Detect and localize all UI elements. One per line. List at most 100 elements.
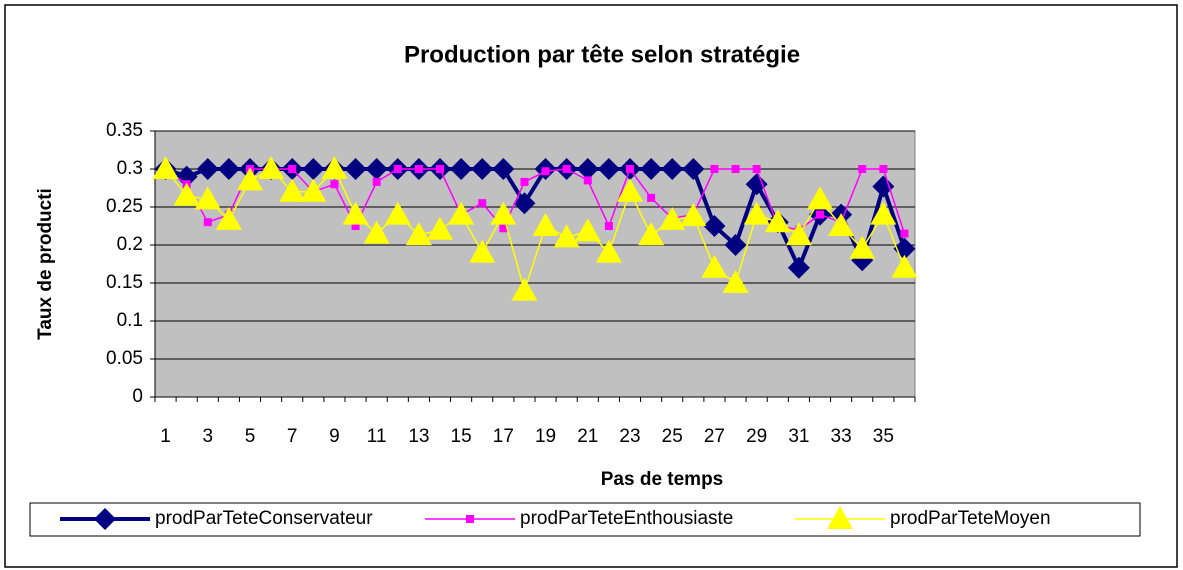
x-tick-label: 25 bbox=[662, 426, 683, 447]
square-marker bbox=[710, 165, 719, 173]
square-marker bbox=[858, 165, 867, 173]
square-marker bbox=[288, 165, 297, 173]
y-tick-label: 0.3 bbox=[117, 158, 143, 179]
triangle-marker bbox=[215, 206, 242, 230]
x-tick-label: 11 bbox=[367, 426, 387, 447]
x-tick-label: 13 bbox=[408, 426, 429, 447]
square-marker bbox=[520, 177, 529, 186]
triangle-marker bbox=[849, 235, 876, 259]
diamond-marker bbox=[196, 158, 219, 180]
triangle-marker bbox=[722, 270, 749, 293]
triangle-marker bbox=[743, 201, 770, 225]
square-marker bbox=[541, 167, 550, 176]
x-tick-label: 21 bbox=[577, 426, 598, 447]
square-marker bbox=[414, 165, 423, 173]
triangle-marker bbox=[490, 201, 517, 225]
square-marker bbox=[900, 229, 909, 238]
square-marker bbox=[647, 193, 656, 202]
triangle-marker bbox=[680, 203, 707, 227]
square-marker bbox=[583, 176, 592, 185]
triangle-marker bbox=[448, 201, 475, 225]
square-marker bbox=[330, 180, 339, 189]
square-marker bbox=[562, 165, 571, 173]
x-axis-label: Pas de temps bbox=[601, 469, 724, 490]
x-tick-label: 35 bbox=[873, 426, 894, 447]
y-axis-label: Taux de producti bbox=[35, 188, 56, 340]
diamond-marker bbox=[872, 175, 895, 198]
triangle-marker bbox=[574, 218, 601, 242]
triangle-marker bbox=[173, 182, 200, 206]
diamond-marker bbox=[217, 158, 240, 180]
diamond-marker bbox=[450, 158, 473, 180]
legend bbox=[29, 502, 1141, 537]
triangle-marker bbox=[785, 222, 812, 246]
triangle-marker bbox=[321, 156, 348, 179]
diamond-marker bbox=[513, 192, 536, 215]
diamond-marker bbox=[724, 234, 747, 256]
triangle-marker bbox=[553, 224, 580, 248]
x-tick-label: 1 bbox=[160, 426, 171, 447]
square-marker bbox=[816, 210, 824, 219]
diamond-marker bbox=[661, 158, 684, 180]
chart-title: Production par tête selon stratégie bbox=[404, 41, 800, 68]
legend-label: prodParTeteConservateur bbox=[155, 508, 373, 529]
diamond-marker bbox=[851, 249, 874, 272]
triangle-marker bbox=[891, 254, 918, 278]
diamond-marker bbox=[682, 158, 705, 180]
y-tick-label: 0 bbox=[132, 386, 143, 407]
triangle-marker bbox=[870, 201, 897, 225]
diamond-marker bbox=[745, 173, 768, 196]
square-marker bbox=[752, 165, 761, 173]
triangle-marker bbox=[342, 201, 369, 225]
x-tick-label: 7 bbox=[287, 426, 298, 447]
triangle-marker bbox=[511, 277, 538, 301]
diamond-marker bbox=[640, 158, 663, 180]
triangle-marker bbox=[827, 506, 853, 529]
legend-label: prodParTeteMoyen bbox=[890, 508, 1051, 529]
triangle-marker bbox=[532, 213, 559, 236]
triangle-marker bbox=[701, 254, 728, 278]
triangle-marker bbox=[237, 167, 263, 191]
x-tick-label: 3 bbox=[202, 426, 213, 447]
diamond-marker bbox=[787, 256, 810, 279]
y-tick-label: 0.25 bbox=[106, 196, 143, 217]
triangle-marker bbox=[638, 222, 665, 246]
x-tick-label: 29 bbox=[746, 426, 767, 447]
triangle-marker bbox=[194, 186, 221, 210]
diamond-marker bbox=[471, 158, 494, 180]
triangle-marker bbox=[300, 178, 327, 202]
diamond-marker bbox=[576, 158, 599, 180]
square-marker bbox=[436, 165, 444, 173]
square-marker bbox=[604, 222, 613, 230]
legend-label: prodParTeteEnthousiaste bbox=[520, 508, 733, 529]
diamond-marker bbox=[175, 165, 198, 188]
x-tick-label: 31 bbox=[788, 426, 809, 447]
triangle-marker bbox=[427, 216, 453, 240]
y-tick-label: 0.15 bbox=[106, 272, 143, 293]
y-tick-label: 0.2 bbox=[117, 234, 143, 255]
triangle-marker bbox=[595, 239, 622, 263]
x-tick-label: 17 bbox=[493, 426, 514, 447]
diamond-marker bbox=[703, 215, 726, 237]
triangle-marker bbox=[384, 201, 411, 225]
triangle-marker bbox=[807, 186, 833, 210]
square-marker bbox=[499, 224, 508, 233]
diamond-marker bbox=[344, 158, 367, 180]
square-marker bbox=[351, 222, 360, 230]
square-marker bbox=[731, 165, 740, 173]
y-tick-label: 0.05 bbox=[106, 348, 143, 369]
triangle-marker bbox=[363, 220, 390, 244]
x-tick-label: 27 bbox=[704, 426, 725, 447]
triangle-marker bbox=[279, 178, 306, 202]
triangle-marker bbox=[405, 222, 432, 246]
square-marker bbox=[466, 515, 474, 523]
square-marker bbox=[203, 218, 212, 227]
x-tick-label: 15 bbox=[451, 426, 472, 447]
diamond-marker bbox=[492, 158, 515, 180]
x-tick-label: 5 bbox=[245, 426, 256, 447]
triangle-marker bbox=[828, 213, 855, 236]
diamond-marker bbox=[597, 158, 620, 180]
triangle-marker bbox=[152, 156, 179, 179]
y-tick-label: 0.1 bbox=[117, 310, 143, 331]
